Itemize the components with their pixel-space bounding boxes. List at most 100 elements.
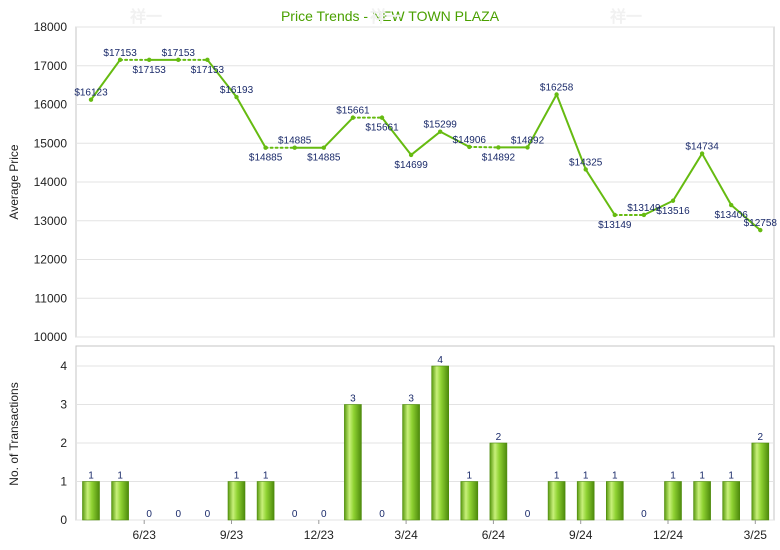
price-point (583, 167, 588, 172)
price-point (554, 92, 559, 97)
price-point (467, 144, 472, 150)
transaction-data-label: 1 (467, 471, 473, 482)
transaction-bar (489, 442, 508, 521)
price-data-label: $16193 (220, 85, 254, 96)
price-point (321, 145, 326, 150)
transaction-data-label: 4 (437, 355, 443, 366)
price-data-label: $14885 (278, 136, 312, 147)
x-tick-label: 9/23 (220, 528, 244, 542)
x-tick-label: 3/25 (744, 528, 768, 542)
x-tick-label: 9/24 (569, 528, 593, 542)
x-tick-label: 6/23 (133, 528, 157, 542)
price-point (147, 57, 152, 63)
price-y-tick-label: 11000 (35, 291, 68, 305)
transaction-bar (693, 481, 711, 521)
transaction-bar (547, 481, 566, 521)
price-point (525, 145, 530, 150)
price-point (263, 145, 268, 150)
price-point (641, 212, 647, 218)
price-y-tick-label: 13000 (34, 214, 68, 228)
price-point (234, 94, 239, 100)
price-line-segment (206, 58, 238, 99)
price-y-tick-label: 18000 (34, 20, 68, 34)
price-grid (76, 26, 774, 338)
price-data-label: $13149 (627, 203, 661, 214)
price-y-tick-label: 15000 (34, 136, 68, 150)
transaction-bar (605, 481, 624, 521)
price-data-label: $13516 (656, 206, 690, 217)
price-y-ticks: 18000 17000 16000 15000 14000 13000 12000 11000… (34, 20, 68, 344)
price-line-segment (730, 204, 762, 232)
transaction-data-label: 2 (758, 432, 764, 443)
x-tick-label: 6/24 (482, 528, 506, 542)
transaction-bar (460, 481, 479, 521)
price-y-tick-label: 14000 (34, 175, 68, 189)
price-point (438, 129, 443, 134)
price-line-segment (468, 145, 500, 149)
price-y-tick-label: 16000 (34, 98, 68, 112)
transaction-bar (344, 404, 362, 521)
x-tick-label: 12/24 (653, 528, 683, 542)
watermark-text: 祥一 (370, 7, 402, 26)
price-line-segment (701, 152, 733, 207)
transaction-data-label: 3 (408, 394, 414, 405)
x-axis-ticks: 6/23 9/23 12/23 3/24 6/24 9/24 12/24 3/25 (133, 520, 768, 542)
transaction-data-labels: 1 1 0 0 0 1 1 0 0 3 0 3 4 1 2 0 1 1 1 0 1 1 1 2 (88, 355, 763, 520)
transactions-y-tick-label: 1 (60, 475, 67, 489)
price-point (88, 97, 94, 102)
price-data-label: $14906 (453, 135, 487, 146)
transaction-data-label: 0 (205, 509, 211, 520)
transaction-bar (111, 481, 129, 521)
price-line-segment (555, 93, 587, 171)
price-point (496, 145, 501, 150)
watermark-text: 祥一 (610, 7, 642, 26)
transaction-data-label: 3 (350, 394, 356, 405)
price-point (758, 227, 763, 233)
price-line-segment (90, 58, 122, 101)
price-data-label: $16123 (74, 88, 108, 99)
price-point (176, 57, 181, 63)
price-line-segment (526, 93, 558, 149)
price-line-segment (672, 152, 704, 202)
transaction-bar (227, 481, 246, 521)
price-data-label: $14892 (482, 152, 516, 163)
price-line-series (90, 58, 762, 232)
transaction-data-label: 0 (379, 509, 385, 520)
transactions-y-tick-label: 3 (60, 398, 67, 412)
price-point (612, 212, 617, 218)
transaction-bar (664, 481, 682, 521)
transaction-data-label: 1 (670, 471, 676, 482)
transactions-y-tick-label: 2 (60, 436, 67, 450)
transaction-bar (751, 442, 770, 521)
transactions-y-tick-label: 4 (60, 359, 67, 373)
price-points (88, 57, 763, 233)
price-line-segment (322, 116, 354, 149)
transaction-bar (576, 481, 595, 521)
price-data-label: $17153 (103, 48, 137, 59)
transaction-data-label: 0 (641, 509, 647, 520)
price-line-segment (381, 116, 413, 156)
transaction-data-label: 1 (234, 471, 240, 482)
price-point (117, 57, 123, 63)
price-data-label: $14885 (249, 153, 283, 164)
x-tick-label: 3/24 (394, 528, 418, 542)
price-data-label: $12758 (744, 218, 778, 229)
transaction-data-label: 0 (292, 509, 298, 520)
price-point (729, 202, 734, 208)
price-data-label: $14699 (394, 160, 428, 171)
price-data-label: $17153 (162, 48, 196, 59)
price-y-axis-label: Average Price (7, 144, 21, 219)
price-data-label: $17153 (133, 65, 167, 76)
transaction-data-label: 1 (612, 471, 618, 482)
transaction-data-label: 0 (146, 509, 152, 520)
price-line-segment (439, 130, 471, 148)
transaction-data-label: 1 (117, 471, 123, 482)
price-data-label: $13149 (598, 220, 632, 231)
transactions-plot-area (75, 345, 775, 521)
price-line-segment (642, 199, 674, 216)
transaction-data-label: 1 (699, 471, 705, 482)
price-line-segment (584, 168, 616, 216)
transaction-data-label: 2 (496, 432, 502, 443)
price-y-tick-label: 12000 (34, 253, 68, 267)
